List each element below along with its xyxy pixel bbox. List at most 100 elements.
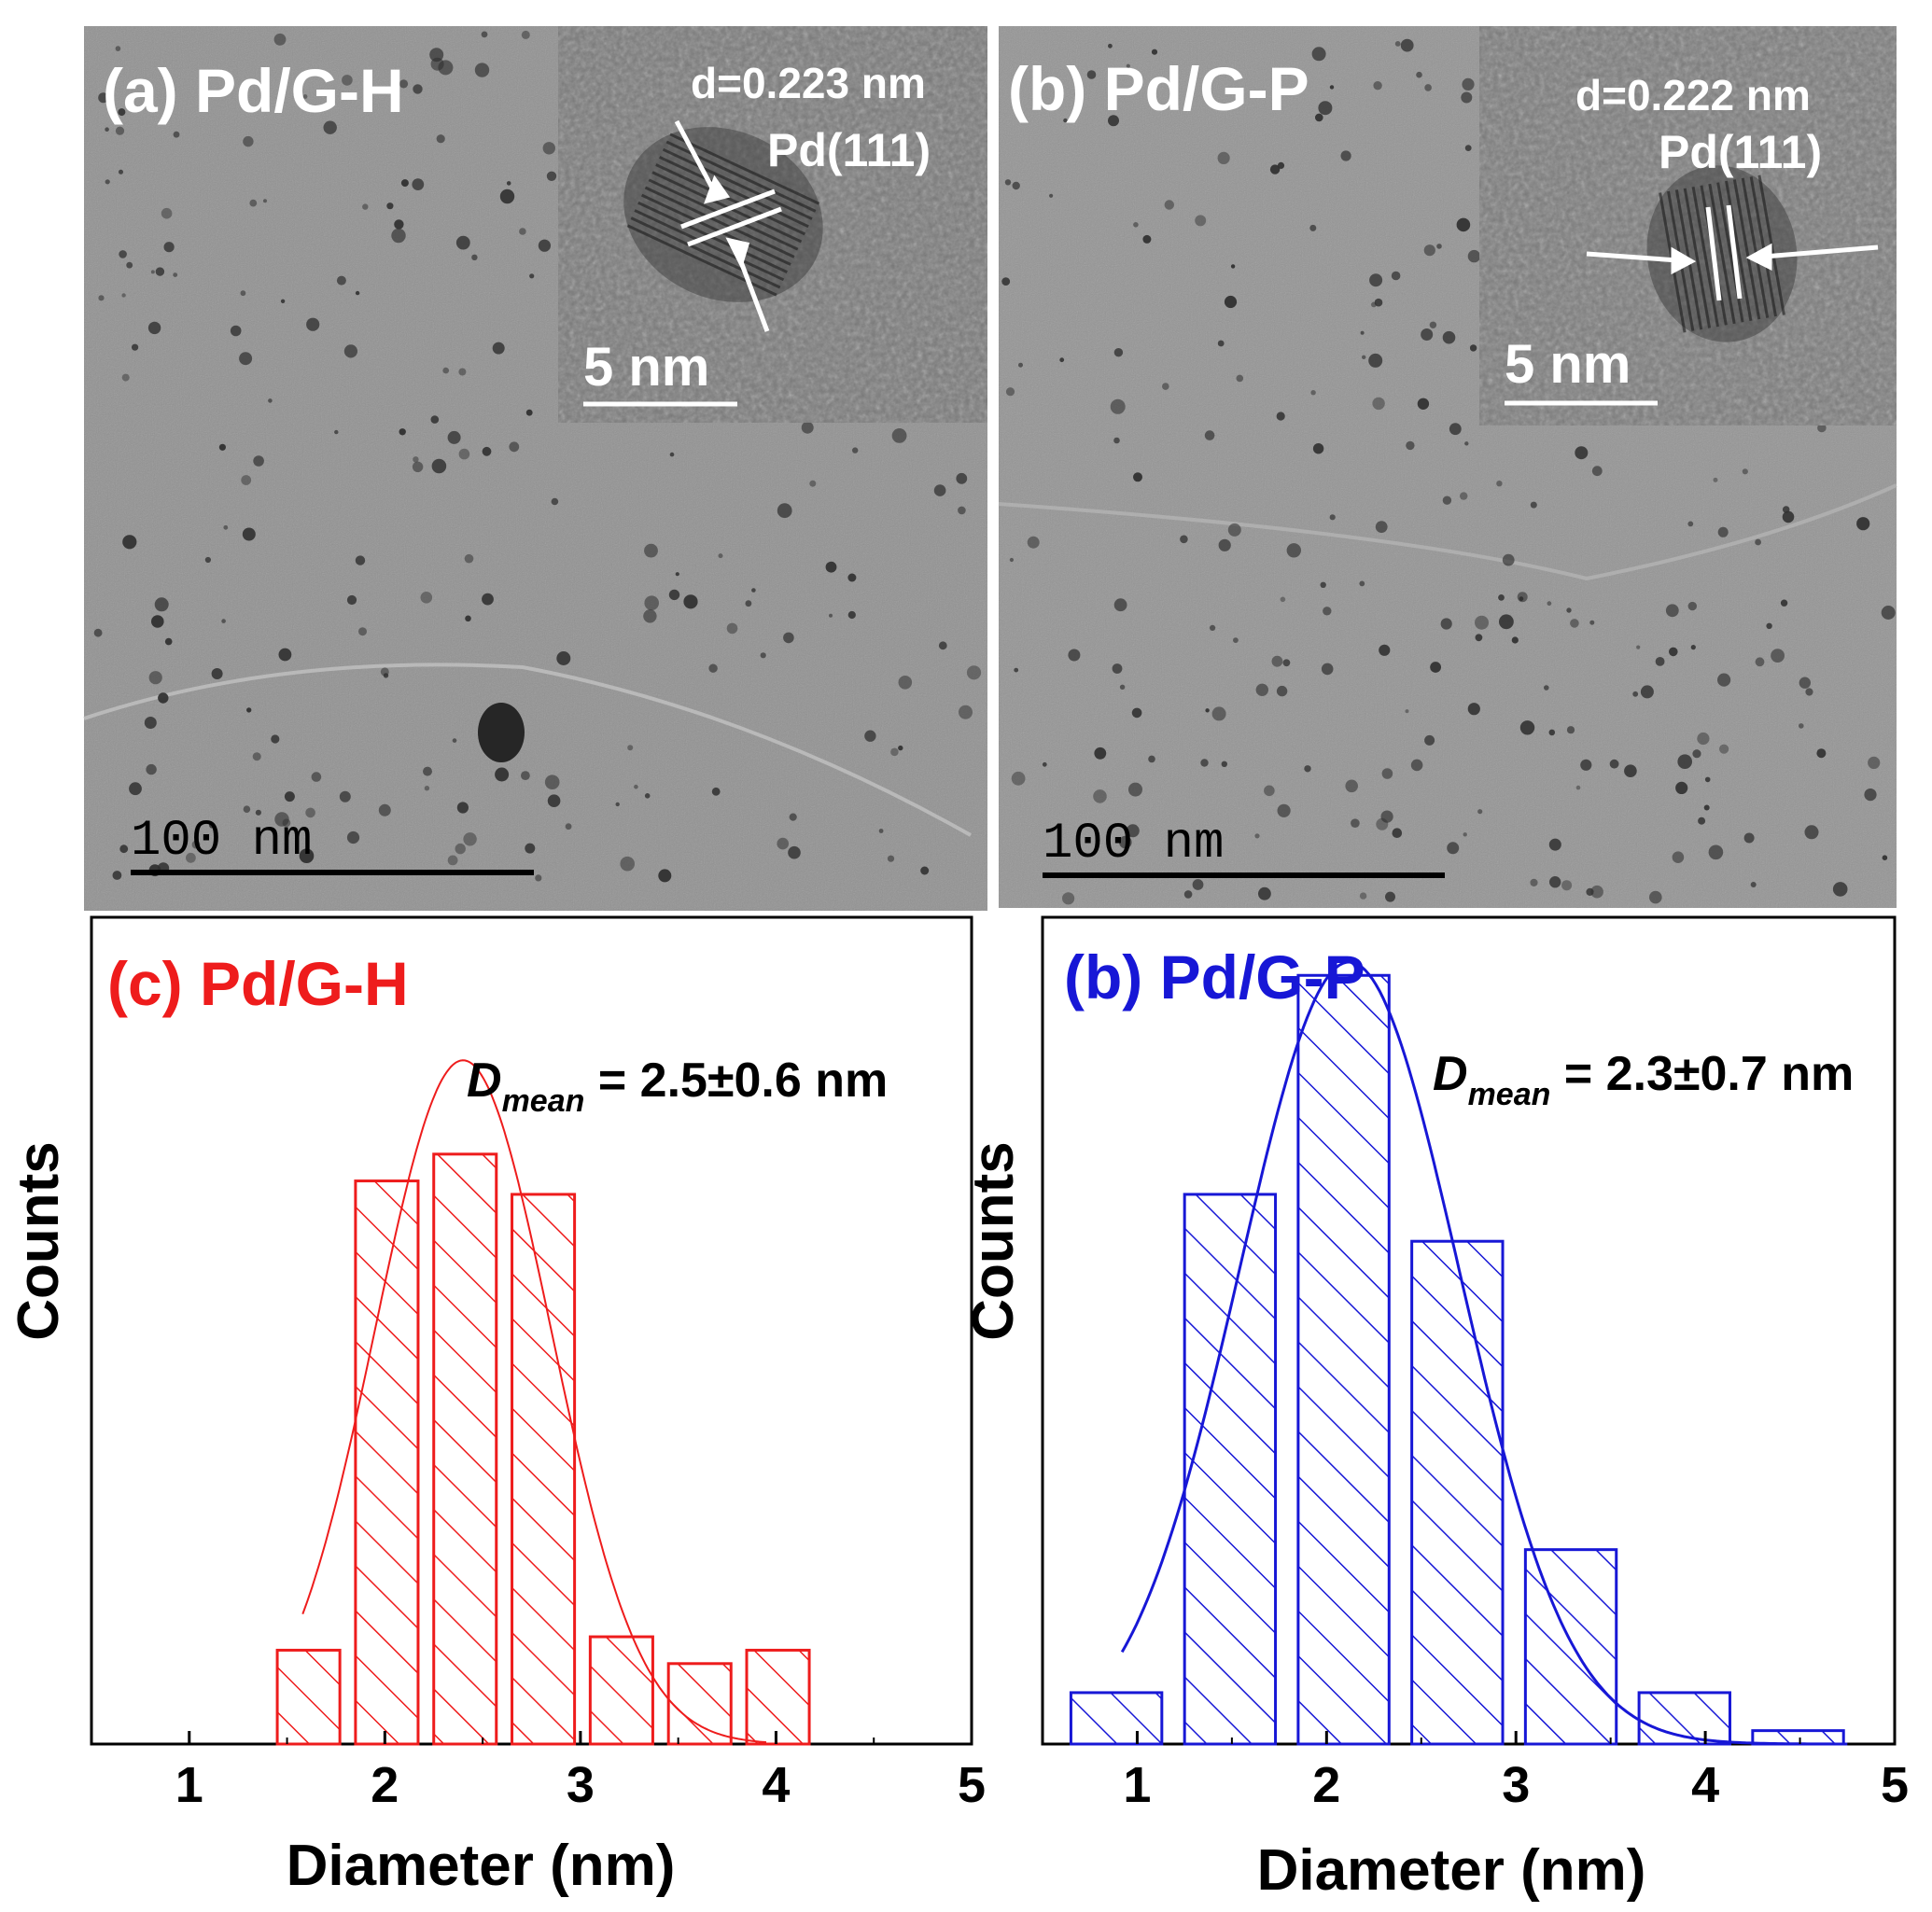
nanoparticle — [1697, 732, 1710, 746]
nanoparticle — [1782, 506, 1790, 513]
nanoparticles-a — [93, 30, 982, 883]
nanoparticle — [221, 619, 226, 623]
nanoparticle — [343, 344, 357, 358]
nanoparticle — [615, 802, 620, 807]
nanoparticle — [1816, 748, 1827, 759]
nanoparticle — [1310, 390, 1316, 396]
nanoparticle — [556, 651, 571, 665]
nanoparticle — [146, 763, 157, 775]
nanoparticle — [1687, 521, 1694, 527]
nanoparticle — [1119, 835, 1132, 849]
gaussian-fit-c — [301, 1059, 767, 1744]
nanoparticle — [788, 845, 801, 859]
nanoparticle — [1113, 598, 1127, 612]
histogram-bar — [1069, 1691, 1164, 1746]
nanoparticle — [1254, 833, 1260, 839]
nanoparticle — [218, 443, 226, 451]
nanoparticle — [1351, 818, 1360, 828]
nanoparticle — [898, 745, 903, 751]
nanoparticle — [1519, 720, 1535, 735]
nanoparticle — [1063, 118, 1068, 123]
nanoparticle — [115, 126, 125, 135]
nanoparticle — [155, 267, 165, 276]
nanoparticle — [801, 421, 814, 434]
nanoparticle — [1379, 644, 1391, 656]
nanoparticle — [346, 830, 360, 844]
nanoparticle — [1636, 645, 1641, 649]
nanoparticle — [777, 837, 789, 850]
nanoparticle — [1233, 637, 1239, 643]
nanoparticle — [1005, 387, 1015, 397]
x-tick-label: 1 — [175, 1757, 203, 1813]
nanoparticle — [938, 641, 947, 650]
nanoparticle — [1467, 249, 1481, 263]
nanoparticle — [246, 707, 252, 713]
gaussian-fit-d — [1120, 960, 1848, 1746]
nanoparticle — [1477, 809, 1483, 815]
nanoparticle — [525, 843, 536, 854]
nanoparticle — [1126, 63, 1130, 68]
nanoparticle — [1548, 729, 1556, 736]
nanoparticle — [452, 738, 457, 743]
nanoparticle — [413, 456, 419, 463]
nanoparticle — [1309, 224, 1317, 231]
nanoparticle — [271, 734, 280, 744]
nanoparticle — [299, 848, 315, 863]
nanoparticle — [1464, 441, 1469, 446]
nanoparticle — [1312, 443, 1324, 454]
nanoparticle — [711, 787, 721, 796]
nanoparticle — [829, 613, 833, 618]
lattice-fringe — [662, 147, 813, 220]
nanoparticle — [1669, 647, 1678, 657]
histogram-bar — [1410, 1239, 1505, 1746]
nanoparticle — [1698, 816, 1706, 825]
nanoparticle — [1277, 803, 1291, 817]
nanoparticle — [455, 843, 466, 855]
nanoparticle — [1799, 677, 1812, 689]
nanoparticle — [386, 202, 394, 210]
nanoparticle — [1424, 84, 1432, 91]
inset-scale-label-a: 5 nm — [583, 337, 709, 398]
nanoparticle — [173, 131, 180, 138]
lattice-fringe — [634, 209, 785, 282]
nanoparticle — [891, 428, 907, 443]
nanoparticle — [1717, 673, 1731, 687]
nanoparticle — [1276, 412, 1285, 421]
nanoparticle — [644, 543, 658, 558]
histogram-c: 1 2 3 4 5 (c) Pd/G-H Dmean = 2.5±0.6 nm Diam… — [7, 915, 986, 1898]
histogram-d: 1 2 3 4 5 (b) Pd/G-P Dmean = 2.3±0.7 nm Diam… — [961, 915, 1909, 1903]
nanoparticle — [1429, 321, 1437, 328]
mean-symbol-c: D — [467, 1054, 502, 1108]
nanoparticle — [1009, 557, 1014, 563]
nanoparticle — [223, 524, 229, 530]
nanoparticle — [1119, 684, 1126, 690]
histogram-bar — [1751, 1729, 1845, 1746]
nanoparticle — [463, 832, 477, 846]
nanoparticle — [506, 181, 511, 186]
plane-label-a: Pd(111) — [767, 124, 931, 176]
nanoparticle — [278, 648, 292, 662]
d-spacing-a: d=0.223 nm — [691, 59, 926, 107]
nanoparticle — [1406, 440, 1415, 451]
nanoparticle — [1417, 398, 1430, 410]
mean-annotation-c: Dmean = 2.5±0.6 nm — [467, 1054, 888, 1119]
nanoparticle — [1496, 481, 1503, 487]
nanoparticle — [1148, 755, 1155, 763]
nanoparticle — [1708, 844, 1724, 860]
nanoparticle — [430, 415, 440, 424]
nanoparticle — [339, 790, 351, 802]
nanoparticle — [1042, 761, 1047, 767]
nanoparticle — [1640, 685, 1654, 699]
nanoparticle — [1391, 271, 1401, 281]
nanoparticle — [1475, 634, 1483, 642]
nanoparticle — [1059, 357, 1065, 363]
lattice-fringe — [641, 193, 791, 266]
nanoparticle — [1743, 832, 1755, 844]
nanoparticle — [1374, 298, 1383, 307]
nanoparticle — [302, 94, 308, 99]
nanoparticle — [1362, 355, 1366, 359]
nanoparticle — [1624, 764, 1637, 777]
nanoparticle — [1868, 756, 1881, 770]
nanoparticle — [346, 594, 357, 606]
nanoparticle — [1547, 601, 1552, 607]
